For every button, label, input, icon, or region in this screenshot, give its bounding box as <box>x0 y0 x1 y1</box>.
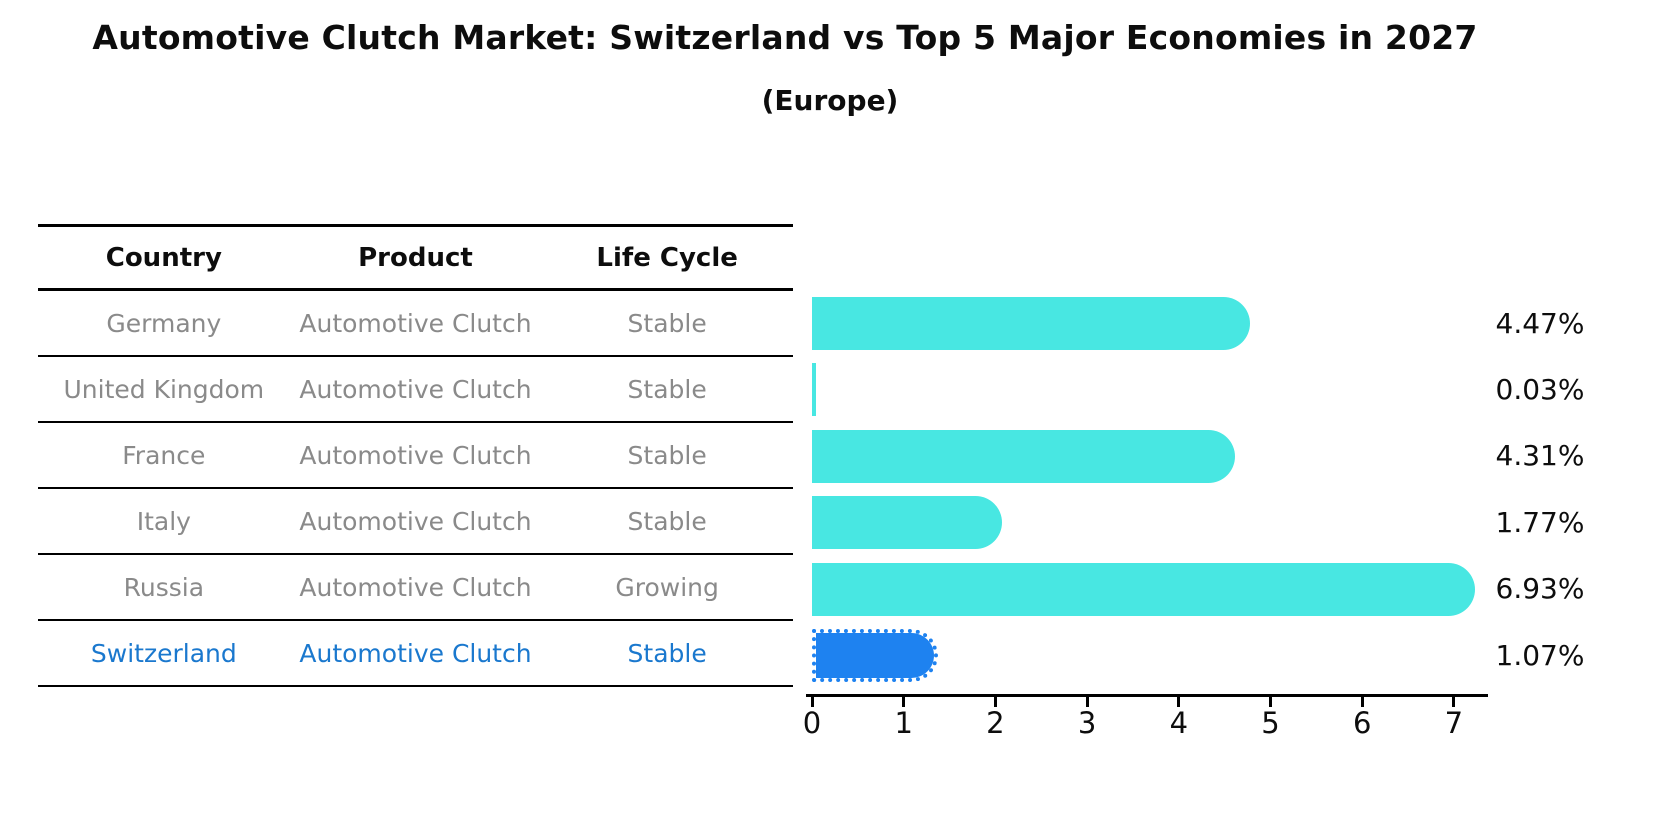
x-tick-mark-6 <box>1360 697 1364 707</box>
table-row-switzerland: Switzerland Automotive Clutch Stable <box>38 621 793 687</box>
cell-life-cycle: Stable <box>627 506 707 536</box>
cell-product: Automotive Clutch <box>299 440 532 470</box>
cell-product: Automotive Clutch <box>299 638 532 668</box>
column-header-life-cycle: Life Cycle <box>596 242 738 273</box>
table-row-france: France Automotive Clutch Stable <box>38 423 793 489</box>
bar-united-kingdom <box>812 363 816 417</box>
column-header-country: Country <box>105 242 222 273</box>
x-tick-mark-1 <box>902 697 906 707</box>
table-row-italy: Italy Automotive Clutch Stable <box>38 489 793 555</box>
x-tick-label-6: 6 <box>1352 706 1372 740</box>
value-label-russia: 6.93% <box>1495 572 1585 606</box>
value-label-italy: 1.77% <box>1495 505 1585 539</box>
value-label-germany: 4.47% <box>1495 306 1585 340</box>
cell-country: Switzerland <box>90 638 237 668</box>
x-tick-mark-3 <box>1085 697 1089 707</box>
table-body: Germany Automotive Clutch Stable United Kin… <box>38 291 793 687</box>
cell-life-cycle: Stable <box>627 308 707 338</box>
cell-country: France <box>122 440 206 470</box>
cell-country: Germany <box>106 308 222 338</box>
cell-life-cycle: Growing <box>615 572 719 602</box>
x-axis-line <box>806 694 1488 697</box>
x-tick-label-5: 5 <box>1261 706 1280 740</box>
value-label-united-kingdom: 0.03% <box>1495 372 1585 406</box>
bar-italy <box>812 496 1002 550</box>
x-tick-mark-5 <box>1269 697 1272 707</box>
value-label-france: 4.31% <box>1495 439 1585 473</box>
chart-subtitle: (Europe) <box>761 84 899 117</box>
cell-country: Italy <box>136 506 191 536</box>
table-header-row: Country Product Life Cycle <box>38 227 793 291</box>
cell-life-cycle: Stable <box>627 440 707 470</box>
bar-russia <box>812 562 1475 616</box>
cell-product: Automotive Clutch <box>299 506 532 536</box>
x-tick-mark-0 <box>810 697 814 707</box>
x-tick-label-7: 7 <box>1444 706 1464 740</box>
cell-product: Automotive Clutch <box>299 308 532 338</box>
x-tick-label-4: 4 <box>1169 706 1189 740</box>
value-label-switzerland: 1.07% <box>1495 638 1585 672</box>
x-tick-label-3: 3 <box>1077 706 1097 740</box>
table-row-germany: Germany Automotive Clutch Stable <box>38 291 793 357</box>
table-row-united-kingdom: United Kingdom Automotive Clutch Stable <box>38 357 793 423</box>
table-row-russia: Russia Automotive Clutch Growing <box>38 555 793 621</box>
cell-country: Russia <box>123 572 205 602</box>
x-tick-mark-7 <box>1452 697 1456 707</box>
x-tick-mark-4 <box>1177 697 1181 707</box>
x-tick-label-0: 0 <box>802 706 822 740</box>
x-tick-mark-2 <box>993 697 997 707</box>
bar-germany <box>812 297 1250 350</box>
cell-country: United Kingdom <box>63 374 265 404</box>
cell-life-cycle: Stable <box>627 374 707 404</box>
column-header-product: Product <box>358 242 473 273</box>
cell-product: Automotive Clutch <box>299 572 532 602</box>
x-tick-label-1: 1 <box>894 706 913 740</box>
bar-france <box>812 429 1235 483</box>
cell-life-cycle: Stable <box>627 638 707 668</box>
country-table: Country Product Life Cycle Germany Automo… <box>38 224 793 687</box>
chart-title: Automotive Clutch Market: Switzerland vs… <box>92 18 1478 57</box>
cell-product: Automotive Clutch <box>299 374 532 404</box>
x-tick-label-2: 2 <box>986 706 1005 740</box>
bar-switzerland <box>812 629 938 682</box>
